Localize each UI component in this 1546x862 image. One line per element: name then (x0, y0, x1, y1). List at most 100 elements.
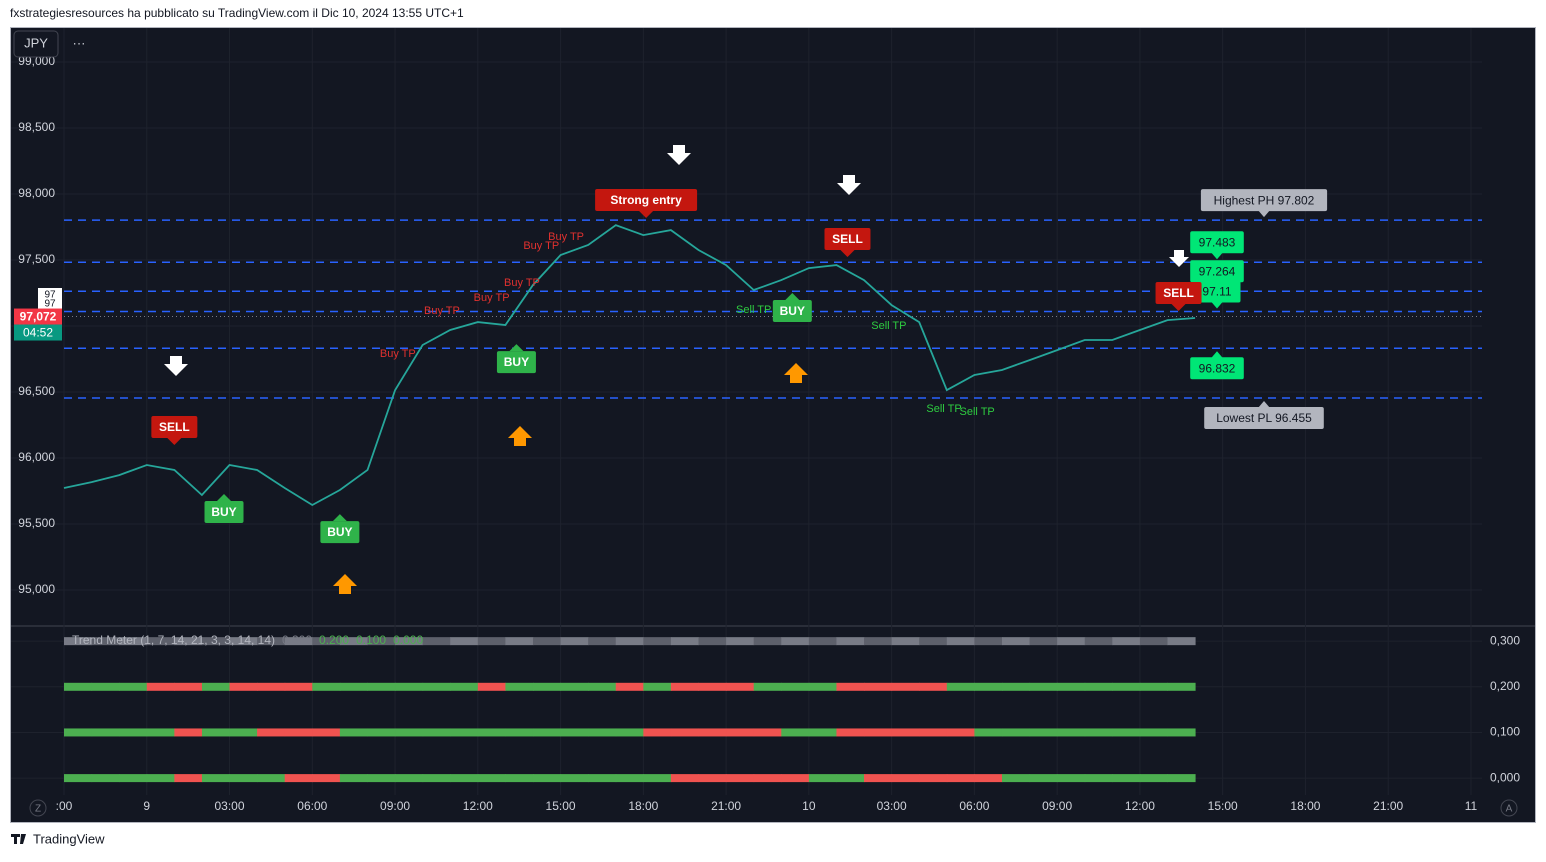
trend-stripe (781, 682, 810, 691)
signal: Sell TP (926, 403, 961, 415)
trend-stripe (1112, 728, 1141, 737)
trend-stripe (808, 728, 837, 737)
trend-stripe (229, 774, 258, 783)
trend-stripe (946, 682, 975, 691)
trend-stripe (753, 728, 782, 737)
x-tick-label: 21:00 (711, 799, 741, 813)
trend-stripe (698, 637, 727, 646)
trend-stripe (201, 774, 231, 783)
signal-label: Strong entry (610, 193, 682, 207)
signal-label: Buy TP (504, 277, 540, 289)
signal-pointer (167, 438, 182, 446)
trend-stripe (1167, 682, 1196, 691)
x-tick-label: 12:00 (1125, 799, 1155, 813)
trend-stripe (367, 774, 396, 783)
x-tick-label: 06:00 (297, 799, 327, 813)
level-tag-box (1193, 280, 1241, 303)
signal-pointer (1171, 304, 1186, 312)
trend-stripe (753, 682, 782, 691)
trend-stripe (64, 728, 93, 737)
signal: Sell TP (871, 320, 906, 332)
symbol-button[interactable] (13, 30, 59, 58)
trend-stripe (1001, 728, 1031, 737)
trend-stripe (836, 728, 865, 737)
trend-stripe (1029, 637, 1058, 646)
signal-label: BUY (211, 505, 236, 519)
scale-button[interactable] (29, 799, 47, 817)
x-tick-label: 03:00 (877, 799, 907, 813)
y-tick-label: 95,500 (18, 516, 55, 530)
trend-stripe (643, 774, 672, 783)
indicator-title: Trend Meter (1, 7, 14, 21, 3, 3, 14, 14)… (72, 633, 423, 647)
level-tag-box (1190, 231, 1244, 254)
trend-stripe (1084, 774, 1113, 783)
scale-button-label[interactable]: Z (35, 804, 41, 815)
level-tag-box (1190, 260, 1244, 283)
trend-stripe (560, 637, 589, 646)
level-tag-pointer (1211, 351, 1223, 359)
level-tag-label: Lowest PL 96.455 (1216, 411, 1312, 425)
signal: Buy TP (504, 277, 540, 289)
signal: SELL (151, 416, 198, 446)
overlap-label: 97 (44, 290, 56, 301)
scale-button-label[interactable]: A (1506, 804, 1513, 815)
signal: Sell TP (736, 304, 771, 316)
symbol[interactable]: JPY (24, 35, 48, 50)
price-line (63, 224, 1196, 507)
trend-stripe (836, 774, 865, 783)
indicator-value: 0.100 (356, 633, 386, 647)
trend-stripe (1084, 728, 1113, 737)
trend-stripe (174, 637, 203, 646)
trend-stripe (505, 728, 534, 737)
trend-stripe (477, 637, 506, 646)
overlap-tag (38, 288, 62, 310)
x-tick-label: 15:00 (546, 799, 576, 813)
trend-stripe (891, 774, 920, 783)
trend-stripe (146, 728, 175, 737)
signal: Buy TP (474, 292, 510, 304)
trend-stripe (1167, 728, 1196, 737)
trend-stripe (864, 637, 893, 646)
trend-stripe (505, 774, 534, 783)
countdown-label: 04:52 (23, 326, 53, 340)
level-tag-box (1204, 406, 1324, 429)
trend-stripe (284, 682, 313, 691)
trend-stripe (119, 637, 148, 646)
scale-button[interactable] (1500, 799, 1518, 817)
trend-stripe (588, 637, 617, 646)
signal-label: Sell TP (736, 304, 771, 316)
signal-label: SELL (1163, 286, 1194, 300)
trend-stripe (64, 637, 93, 646)
level-tag-label: 96.832 (1199, 361, 1236, 375)
indicator-title-text: Trend Meter (1, 7, 14, 21, 3, 3, 14, 14) (72, 633, 275, 647)
x-tick-label: 11 (1465, 799, 1478, 813)
trend-stripe (1057, 728, 1086, 737)
signal: Buy TP (380, 348, 416, 360)
signal: SELL (824, 228, 871, 258)
trend-stripe (367, 637, 396, 646)
trend-stripe (1029, 774, 1058, 783)
trend-stripe (174, 774, 203, 783)
x-tick-label: 18:00 (1290, 799, 1320, 813)
trend-stripe (946, 774, 975, 783)
trend-stripe (284, 774, 313, 783)
trend-stripe (477, 682, 506, 691)
trend-stripe (1084, 637, 1113, 646)
trend-stripe (615, 774, 644, 783)
signal: SELL (1155, 282, 1202, 312)
signal-label: Sell TP (960, 406, 995, 418)
level-tag-label: Highest PH 97.802 (1214, 193, 1315, 207)
y-tick-label: 0,300 (1490, 633, 1520, 647)
y-tick-label: 98,000 (18, 186, 55, 200)
level-tag: 97.11 (1193, 280, 1241, 309)
trend-stripe (477, 774, 506, 783)
menu[interactable]: ··· (73, 35, 86, 50)
trend-stripe (1139, 637, 1169, 646)
trend-stripe (312, 682, 341, 691)
indicator-value: 0.300 (282, 633, 312, 647)
signal: BUY (320, 514, 360, 544)
trend-stripe (229, 637, 258, 646)
x-tick-label: 09:00 (380, 799, 410, 813)
